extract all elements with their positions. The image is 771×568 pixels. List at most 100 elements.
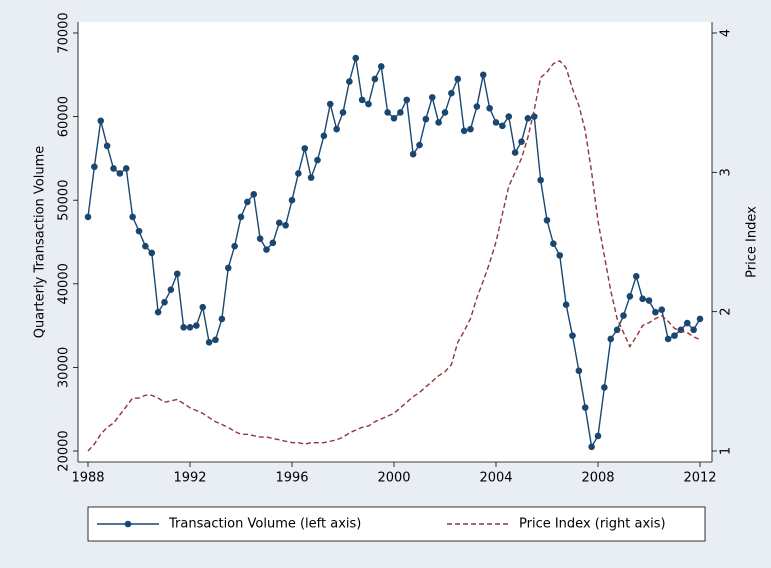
plot-area (78, 22, 712, 462)
marker (518, 138, 525, 145)
marker (594, 432, 602, 440)
marker (632, 272, 640, 280)
marker (212, 336, 219, 344)
marker (397, 109, 404, 116)
marker (486, 104, 493, 112)
y2-tick-label: 3 (719, 168, 734, 176)
marker (365, 100, 372, 108)
marker (626, 293, 634, 300)
marker (645, 297, 653, 304)
legend-label: Price Index (right axis) (519, 517, 666, 532)
marker (569, 332, 576, 339)
marker (505, 113, 513, 120)
marker (314, 156, 321, 164)
marker (269, 239, 277, 247)
x-tick-label: 1988 (71, 471, 104, 486)
marker (467, 125, 474, 133)
marker (613, 326, 621, 334)
marker (575, 367, 583, 375)
marker (154, 308, 162, 316)
y-tick-label: 40000 (57, 263, 72, 304)
marker (696, 315, 704, 323)
marker (530, 113, 538, 120)
x-tick-label: 1996 (275, 471, 308, 486)
marker (601, 384, 608, 391)
y2-axis-label: Price Index (745, 206, 760, 278)
marker (384, 109, 391, 116)
marker (371, 75, 379, 83)
legend (87, 506, 706, 542)
y-tick-label: 60000 (57, 96, 72, 137)
marker (390, 114, 398, 122)
marker (639, 295, 646, 303)
marker (352, 54, 360, 62)
marker (173, 270, 181, 278)
marker (403, 96, 411, 104)
x-tick-label: 1992 (173, 471, 206, 486)
marker (122, 165, 130, 172)
marker (671, 332, 678, 339)
series-line (87, 60, 701, 452)
y-tick-label: 70000 (57, 12, 72, 53)
y-axis-label: Quarterly Transaction Volume (33, 146, 48, 339)
marker (556, 252, 564, 259)
marker (454, 75, 462, 83)
marker (543, 216, 551, 224)
marker (161, 298, 168, 306)
y2-tick-label: 1 (719, 447, 734, 455)
marker (205, 339, 213, 346)
marker (307, 174, 315, 181)
marker (460, 127, 468, 135)
marker (148, 249, 156, 257)
marker (607, 335, 615, 343)
marker (524, 114, 532, 122)
marker (339, 109, 347, 116)
marker (473, 103, 481, 110)
marker (683, 319, 691, 327)
x-tick-label: 2008 (581, 471, 614, 486)
marker (550, 240, 557, 247)
marker (295, 170, 302, 177)
marker (588, 443, 595, 451)
marker (244, 198, 251, 206)
marker (91, 163, 98, 171)
marker (275, 219, 283, 227)
marker (218, 315, 226, 323)
marker (346, 78, 353, 85)
marker (562, 301, 570, 309)
x-tick-label: 2012 (683, 471, 716, 486)
marker (84, 213, 92, 221)
marker (664, 335, 672, 343)
marker (690, 326, 697, 334)
y-tick-label: 20000 (57, 430, 72, 471)
marker (135, 227, 143, 235)
legend-marker (124, 520, 132, 528)
marker (448, 89, 455, 97)
marker (180, 323, 187, 331)
marker (620, 312, 627, 319)
legend-label: Transaction Volume (left axis) (168, 517, 361, 532)
marker (441, 109, 449, 116)
marker (581, 404, 589, 411)
marker (658, 306, 666, 314)
marker (492, 119, 500, 126)
marker (237, 213, 245, 221)
marker (224, 264, 232, 272)
marker (320, 132, 328, 140)
marker (428, 94, 436, 101)
marker (97, 117, 105, 125)
marker (377, 63, 385, 70)
marker (142, 242, 149, 250)
marker (116, 170, 124, 177)
marker (652, 308, 659, 316)
marker (110, 165, 117, 172)
marker (193, 322, 200, 329)
marker (416, 141, 423, 149)
marker (479, 71, 487, 79)
marker (409, 150, 417, 158)
marker (186, 323, 194, 331)
marker (129, 213, 136, 221)
x-tick-label: 2004 (479, 471, 512, 486)
marker (358, 96, 366, 104)
